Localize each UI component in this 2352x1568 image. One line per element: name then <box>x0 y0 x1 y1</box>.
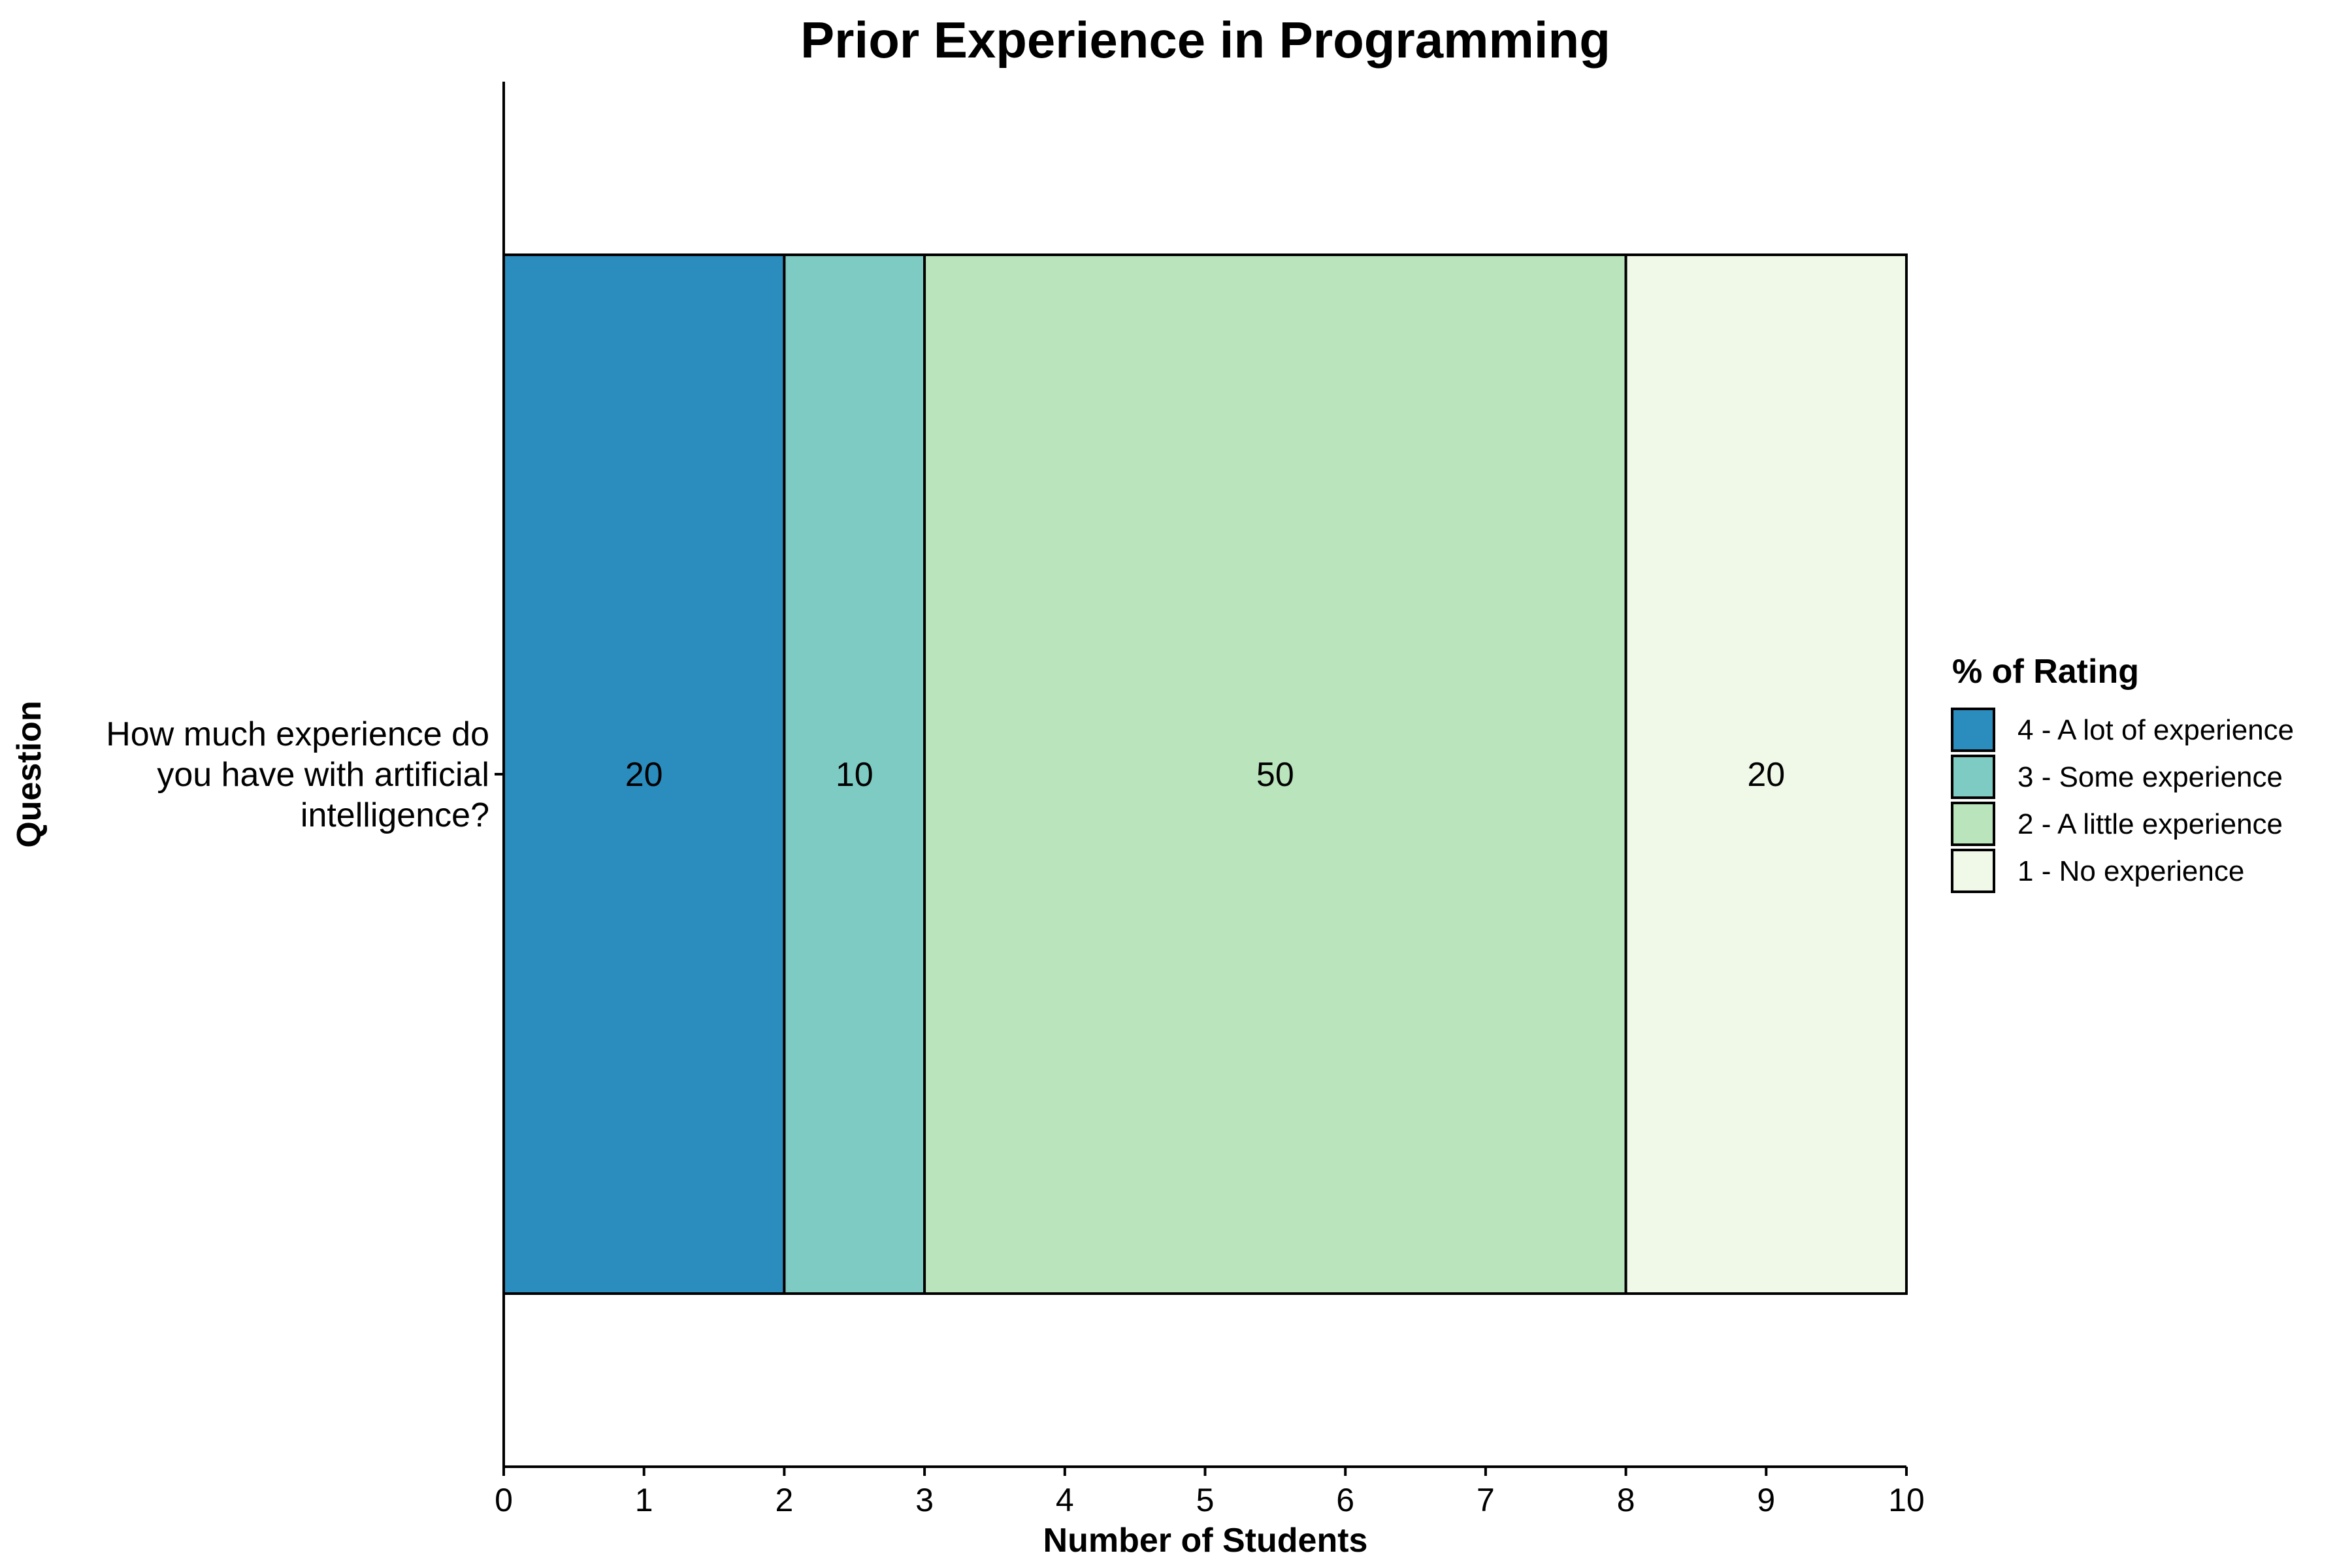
legend-label-4: 1 - No experience <box>2017 855 2244 887</box>
bar-label-4: 20 <box>1747 756 1785 794</box>
x-tick-label-1: 1 <box>635 1482 653 1518</box>
bar-segment-3 <box>923 253 1627 1295</box>
chart-title: Prior Experience in Programming <box>800 11 1610 69</box>
x-tick-label-4: 4 <box>1056 1482 1074 1518</box>
x-tick-label-0: 0 <box>495 1482 513 1518</box>
x-tick-label-8: 8 <box>1617 1482 1635 1518</box>
legend-label-2: 3 - Some experience <box>2017 761 2283 793</box>
x-tick-label-10: 10 <box>1888 1482 1925 1518</box>
legend-label-3: 2 - A little experience <box>2017 808 2283 840</box>
x-tick-label-6: 6 <box>1336 1482 1354 1518</box>
legend-swatch-2 <box>1951 755 1995 799</box>
legend-swatch-3 <box>1951 802 1995 846</box>
bar-label-3: 50 <box>1256 756 1294 794</box>
x-axis-title: Number of Students <box>1043 1522 1368 1560</box>
plot-area: 20 10 50 20 0 1 2 3 4 5 6 7 8 9 10 How much experience … <box>106 82 1925 1518</box>
bar-label-2: 10 <box>836 756 874 794</box>
x-tick-label-3: 3 <box>915 1482 934 1518</box>
legend-title: % of Rating <box>1952 653 2139 691</box>
category-label: How much experience do you have with arti… <box>106 715 489 834</box>
x-tick-label-7: 7 <box>1477 1482 1495 1518</box>
y-axis-title: Question <box>10 700 48 847</box>
legend: % of Rating 4 - A lot of experience 3 - So… <box>1951 653 2294 893</box>
x-tick-label-9: 9 <box>1757 1482 1775 1518</box>
legend-swatch-4 <box>1951 849 1995 893</box>
bar-segment-2 <box>783 253 926 1295</box>
legend-swatch-1 <box>1951 708 1995 752</box>
bar-segment-1 <box>502 253 786 1295</box>
bar-segment-4 <box>1624 253 1908 1295</box>
bar-label-1: 20 <box>625 756 663 794</box>
x-tick-label-5: 5 <box>1196 1482 1215 1518</box>
x-tick-label-2: 2 <box>775 1482 793 1518</box>
legend-label-1: 4 - A lot of experience <box>2017 714 2294 746</box>
